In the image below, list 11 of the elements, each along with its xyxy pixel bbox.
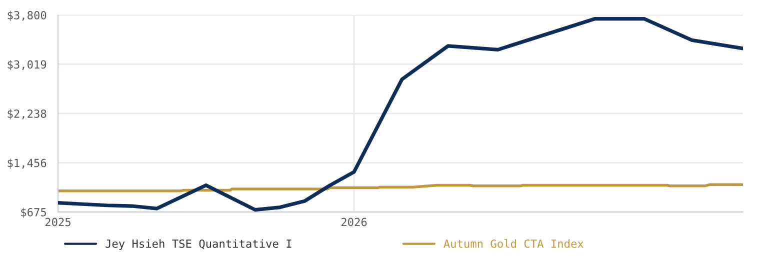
legend-label: Autumn Gold CTA Index (444, 239, 584, 248)
y-tick-label: $3,800 (8, 10, 46, 21)
line-series (58, 16, 743, 212)
y-tick-label: $2,238 (8, 109, 46, 120)
x-tick-label: 2026 (341, 218, 367, 226)
y-tick-label: $1,456 (8, 158, 46, 169)
y-tick-label: $675 (21, 208, 46, 218)
x-tick-label: 2025 (45, 218, 70, 226)
line-series (58, 183, 743, 192)
legend-label: Jey Hsieh TSE Quantitative I (106, 239, 292, 250)
y-tick-label: $3,019 (8, 60, 46, 70)
